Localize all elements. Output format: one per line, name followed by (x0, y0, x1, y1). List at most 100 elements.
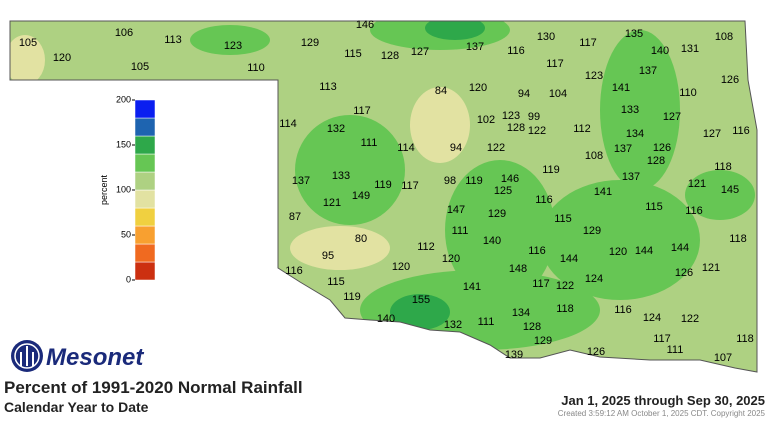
legend-swatch (134, 153, 156, 173)
station-value: 146 (501, 173, 519, 185)
station-value: 87 (289, 211, 301, 223)
station-value: 111 (478, 316, 495, 328)
station-value: 134 (512, 307, 530, 319)
station-value: 145 (721, 184, 739, 196)
logo-text: Mesonet (46, 344, 144, 371)
station-value: 132 (327, 123, 345, 135)
station-value: 115 (344, 48, 362, 60)
station-value: 120 (442, 253, 460, 265)
station-values: 105 106 113 123 120 105 110 146 129 115 128 127 137 1… (19, 19, 754, 364)
station-value: 129 (488, 208, 506, 220)
station-value: 115 (327, 276, 345, 288)
station-value: 108 (715, 31, 733, 43)
station-value: 129 (534, 335, 552, 347)
station-value: 126 (653, 142, 671, 154)
station-value: 129 (583, 225, 601, 237)
station-value: 126 (675, 267, 693, 279)
station-value: 137 (466, 41, 484, 53)
station-value: 116 (507, 45, 525, 57)
station-value: 147 (447, 204, 465, 216)
station-value: 102 (477, 114, 495, 126)
station-value: 105 (19, 37, 37, 49)
legend-swatch (134, 171, 156, 191)
station-value: 119 (374, 179, 392, 191)
station-value: 116 (614, 304, 632, 316)
station-value: 111 (452, 225, 469, 237)
station-value: 94 (518, 88, 530, 100)
station-value: 134 (626, 128, 644, 140)
station-value: 140 (377, 313, 395, 325)
station-value: 106 (115, 27, 133, 39)
legend-tick-label: 200 (116, 94, 131, 104)
station-value: 118 (729, 233, 747, 245)
legend-swatch (134, 135, 156, 155)
station-value: 113 (319, 81, 337, 93)
legend-swatch (134, 117, 156, 137)
station-value: 137 (639, 65, 657, 77)
station-value: 122 (528, 125, 546, 137)
station-value: 111 (667, 344, 684, 356)
station-value: 121 (323, 197, 341, 209)
station-value: 144 (635, 245, 653, 257)
station-value: 117 (579, 37, 597, 49)
station-value: 128 (381, 50, 399, 62)
legend: 0 50 100 150 200 percent (99, 94, 156, 284)
station-value: 137 (622, 171, 640, 183)
station-value: 112 (573, 123, 591, 135)
station-value: 98 (444, 175, 456, 187)
station-value: 120 (392, 261, 410, 273)
station-value: 120 (53, 52, 71, 64)
station-value: 123 (224, 40, 242, 52)
station-value: 112 (417, 241, 435, 253)
station-value: 144 (560, 253, 578, 265)
station-value: 111 (361, 137, 378, 149)
station-value: 127 (411, 46, 429, 58)
station-value: 137 (292, 175, 310, 187)
station-value: 137 (614, 143, 632, 155)
station-value: 80 (355, 233, 367, 245)
station-value: 116 (285, 265, 303, 277)
station-value: 120 (609, 246, 627, 258)
station-value: 99 (528, 111, 540, 123)
subtitle: Calendar Year to Date (4, 399, 149, 415)
station-value: 121 (702, 262, 720, 274)
station-value: 135 (625, 28, 643, 40)
legend-tick-label: 150 (116, 139, 131, 149)
station-value: 155 (412, 294, 430, 306)
station-value: 123 (585, 70, 603, 82)
legend-tick-label: 50 (121, 229, 131, 239)
station-value: 124 (643, 312, 661, 324)
station-value: 127 (663, 111, 681, 123)
credit: Created 3:59:12 AM October 1, 2025 CDT. … (558, 409, 766, 418)
station-value: 119 (465, 175, 483, 187)
station-value: 149 (352, 190, 370, 202)
station-value: 140 (651, 45, 669, 57)
station-value: 128 (647, 155, 665, 167)
station-value: 117 (653, 333, 671, 345)
state-outline (9, 20, 758, 373)
station-value: 116 (528, 245, 546, 257)
title: Percent of 1991-2020 Normal Rainfall (4, 378, 303, 397)
legend-swatch (134, 243, 156, 263)
station-value: 117 (546, 58, 564, 70)
station-value: 110 (679, 87, 697, 99)
station-value: 122 (487, 142, 505, 154)
station-value: 133 (621, 104, 639, 116)
station-value: 128 (507, 122, 525, 134)
station-value: 146 (356, 19, 374, 31)
station-value: 122 (681, 313, 699, 325)
station-value: 118 (714, 161, 732, 173)
station-value: 117 (532, 278, 550, 290)
station-value: 131 (681, 43, 699, 55)
station-value: 117 (353, 105, 371, 117)
station-value: 127 (703, 128, 721, 140)
station-value: 120 (469, 82, 487, 94)
station-value: 104 (549, 88, 567, 100)
station-value: 141 (594, 186, 612, 198)
station-value: 128 (523, 321, 541, 333)
station-value: 114 (279, 118, 297, 130)
station-value: 108 (585, 150, 603, 162)
station-value: 84 (435, 85, 447, 97)
station-value: 107 (714, 352, 732, 364)
